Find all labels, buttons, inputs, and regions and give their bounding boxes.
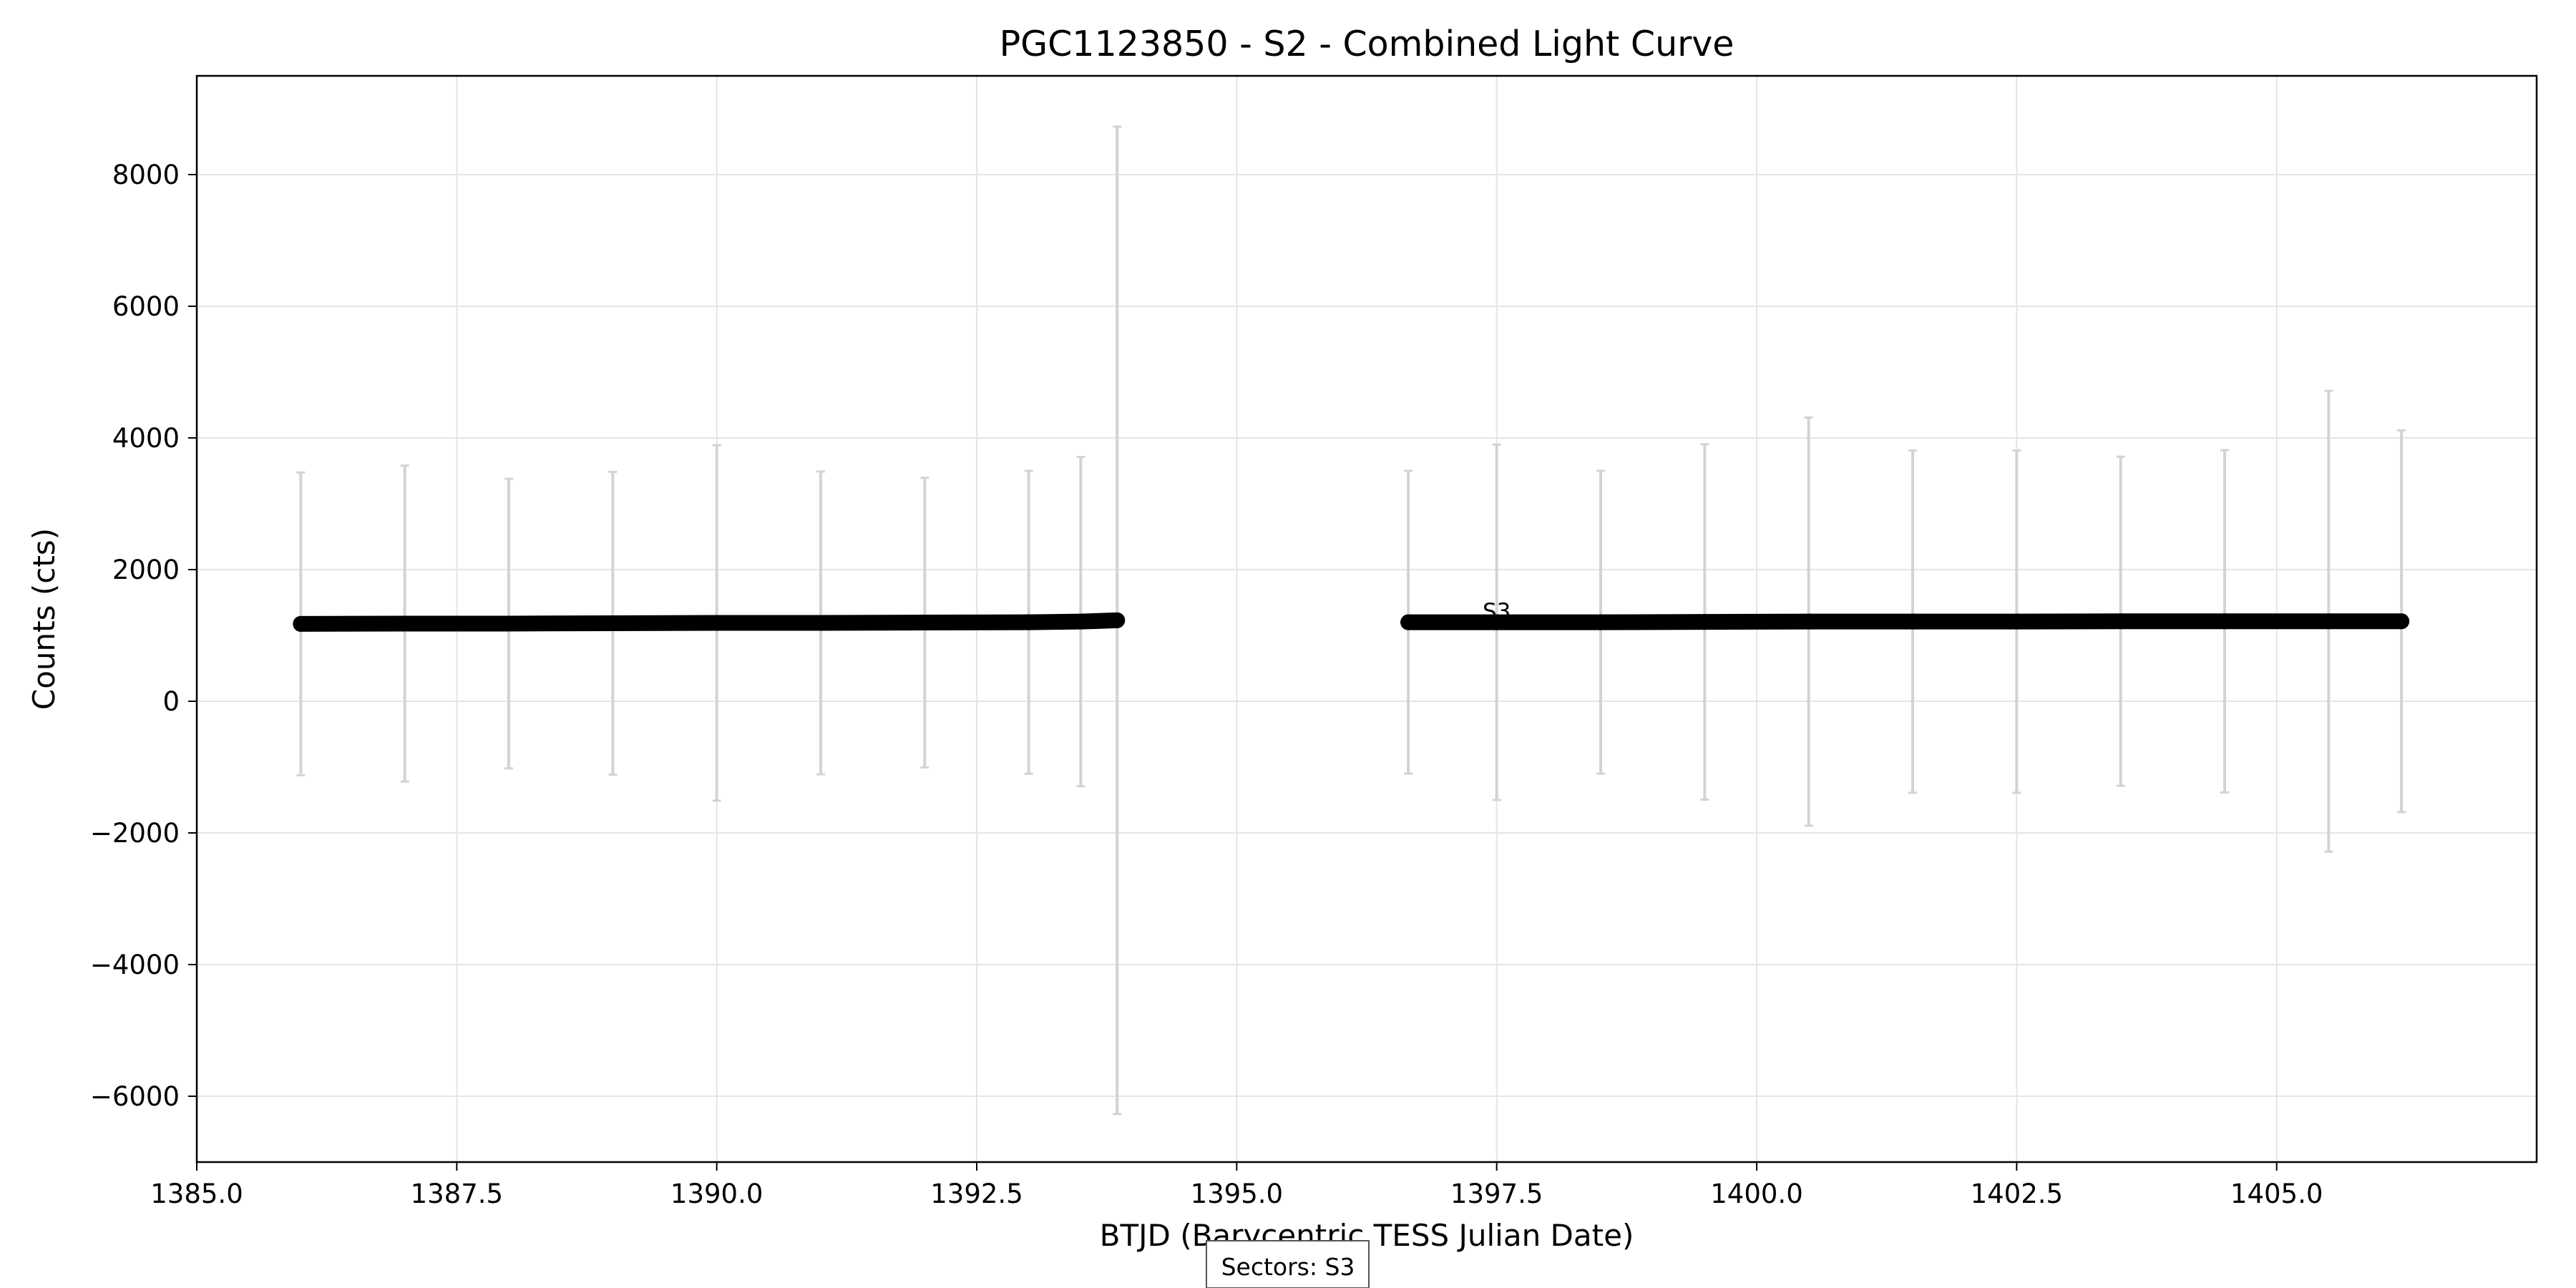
data-points xyxy=(293,612,2410,632)
data-point xyxy=(2009,613,2025,630)
sectors-box xyxy=(1206,1240,1370,1288)
y-axis-ticks: −6000 −4000 −2000 0 2000 4000 6000 8000 xyxy=(90,160,197,1112)
x-axis-ticks: 1385.0 1387.5 1390.0 1392.5 1395.0 1397.5 1400… xyxy=(150,1162,2323,1209)
data-point xyxy=(2321,613,2337,630)
data-point xyxy=(1697,614,1713,630)
y-tick-label: −4000 xyxy=(90,950,180,980)
x-tick-label: 1387.5 xyxy=(411,1179,503,1209)
data-point xyxy=(396,615,413,632)
data-point xyxy=(1488,614,1505,630)
x-tick-label: 1390.0 xyxy=(670,1179,763,1209)
data-point xyxy=(1593,614,1609,630)
data-point xyxy=(1109,612,1126,628)
data-point xyxy=(708,615,725,631)
data-point xyxy=(1800,613,1817,630)
data-point xyxy=(605,615,621,631)
data-point xyxy=(1073,613,1089,630)
x-tick-label: 1397.5 xyxy=(1450,1179,1543,1209)
x-tick-label: 1385.0 xyxy=(150,1179,243,1209)
chart-title: PGC1123850 - S2 - Combined Light Curve xyxy=(1000,24,1735,64)
y-tick-label: −6000 xyxy=(90,1081,180,1112)
sector-annotation: S3 xyxy=(1483,599,1511,625)
data-point xyxy=(917,615,933,631)
gridlines xyxy=(196,76,2537,1162)
y-tick-label: 8000 xyxy=(112,160,180,190)
data-point xyxy=(2112,613,2129,630)
y-tick-label: 6000 xyxy=(112,291,180,322)
sectors-label: Sectors: S3 xyxy=(1221,1253,1355,1281)
data-point xyxy=(2394,613,2410,630)
data-point-band xyxy=(1020,613,1089,630)
x-tick-label: 1392.5 xyxy=(930,1179,1023,1209)
x-tick-label: 1402.5 xyxy=(1971,1179,2063,1209)
x-tick-label: 1405.0 xyxy=(2230,1179,2323,1209)
y-tick-label: −2000 xyxy=(90,818,180,849)
y-tick-label: 2000 xyxy=(112,555,180,585)
data-point xyxy=(1020,614,1037,630)
data-point xyxy=(813,615,829,631)
axes-frame xyxy=(195,74,2538,1163)
y-tick-label: 4000 xyxy=(112,423,180,454)
data-point xyxy=(293,615,309,632)
x-tick-label: 1395.0 xyxy=(1191,1179,1283,1209)
data-point xyxy=(501,615,517,632)
y-tick-label: 0 xyxy=(162,686,180,717)
data-point xyxy=(1400,614,1417,630)
x-tick-label: 1400.0 xyxy=(1710,1179,1802,1209)
data-point xyxy=(1905,613,1921,630)
data-point xyxy=(2217,613,2233,630)
y-axis-label: Counts (cts) xyxy=(26,528,62,710)
